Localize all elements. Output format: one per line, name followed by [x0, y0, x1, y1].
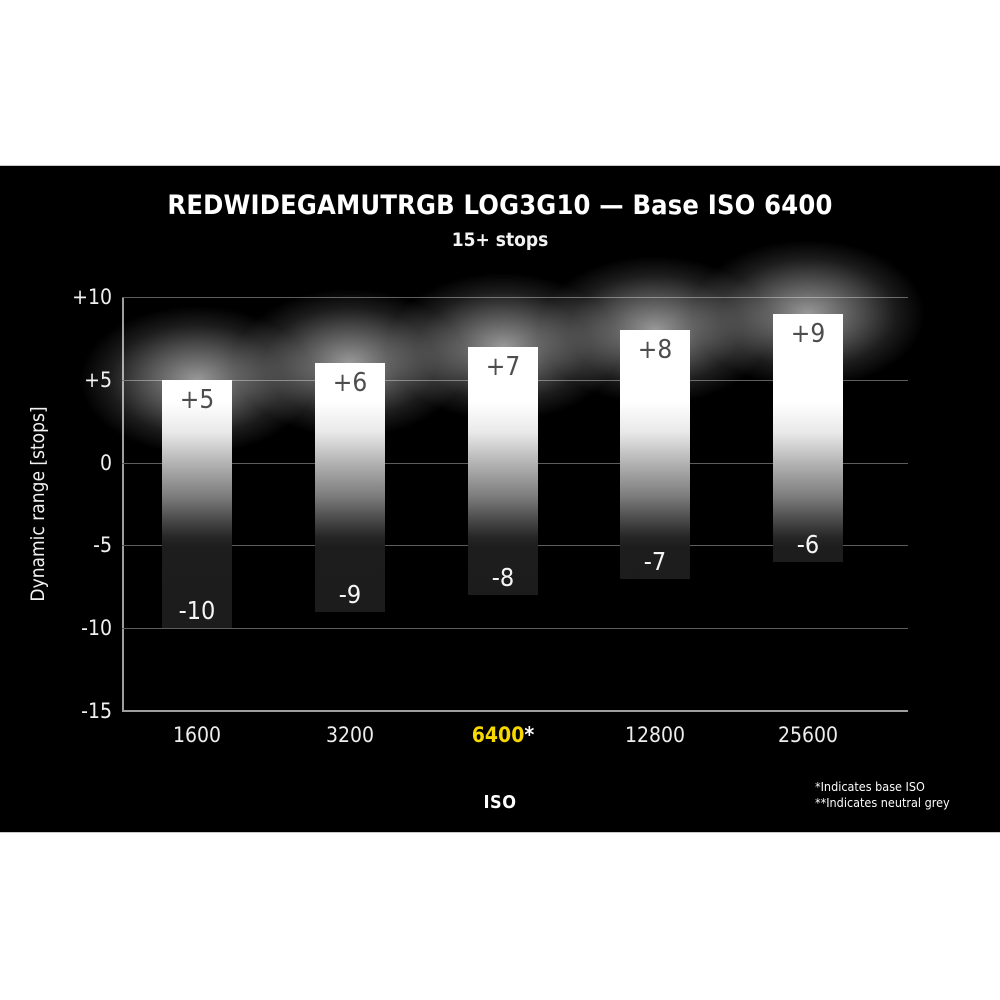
- bar-bottom-value-25600: -6: [796, 529, 820, 559]
- bar-bottom-value-12800: -7: [643, 546, 667, 576]
- bar-3200: +6 -9: [315, 363, 385, 612]
- footnotes: *Indicates base ISO **Indicates neutral …: [815, 779, 950, 811]
- x-tick-value: 6400: [471, 723, 525, 747]
- y-tick--5: -5: [93, 533, 112, 558]
- footnote-base-iso: *Indicates base ISO: [815, 779, 925, 794]
- bar-6400: +7 -8: [468, 346, 538, 596]
- chart-title: REDWIDEGAMUTRGB LOG3G10 — Base ISO 6400: [167, 190, 833, 221]
- base-iso-asterisk: *: [524, 723, 535, 747]
- y-tick-+10: +10: [72, 285, 112, 309]
- bar-bottom-value-3200: -9: [338, 579, 362, 609]
- x-tick-6400: 6400*: [423, 723, 583, 747]
- x-tick-value: 12800: [624, 723, 686, 747]
- bar-bottom-value-6400: -8: [491, 563, 515, 593]
- bar-25600: +9 -6: [773, 313, 843, 562]
- plot-area: +5 -10 +6 -9 +7 -8 +8 -7 +9 -6: [47, 218, 958, 712]
- x-axis-label: ISO: [483, 792, 517, 813]
- y-tick--10: -10: [81, 616, 112, 641]
- y-tick--15: -15: [81, 699, 112, 723]
- chart-canvas: REDWIDEGAMUTRGB LOG3G10 — Base ISO 6400 …: [0, 165, 1000, 833]
- gridline--10: [122, 628, 908, 630]
- bar-top-value-12800: +8: [637, 335, 673, 366]
- gridline--15: [122, 710, 908, 712]
- y-axis-spine: [122, 297, 124, 711]
- x-tick-value: 25600: [777, 723, 839, 747]
- bar-12800: +8 -7: [620, 330, 690, 579]
- footnote-neutral-grey: **Indicates neutral grey: [815, 795, 950, 810]
- gridline-+10: [122, 297, 908, 298]
- y-tick-0: 0: [99, 450, 112, 475]
- bar-1600: +5 -10: [162, 379, 232, 629]
- x-tick-1600: 1600: [117, 723, 277, 747]
- bar-top-value-3200: +6: [332, 368, 368, 399]
- x-tick-value: 1600: [172, 723, 222, 747]
- x-tick-12800: 12800: [575, 723, 735, 747]
- chart-subtitle: 15+ stops: [451, 229, 549, 251]
- bar-top-value-1600: +5: [179, 384, 215, 415]
- x-tick-3200: 3200: [270, 723, 430, 747]
- x-tick-25600: 25600: [728, 723, 888, 747]
- bar-bottom-value-1600: -10: [178, 596, 216, 626]
- y-axis-label: Dynamic range [stops]: [27, 406, 49, 602]
- bar-top-value-6400: +7: [485, 351, 521, 382]
- x-tick-value: 3200: [325, 723, 375, 747]
- y-tick-+5: +5: [84, 367, 112, 392]
- bar-top-value-25600: +9: [790, 318, 826, 349]
